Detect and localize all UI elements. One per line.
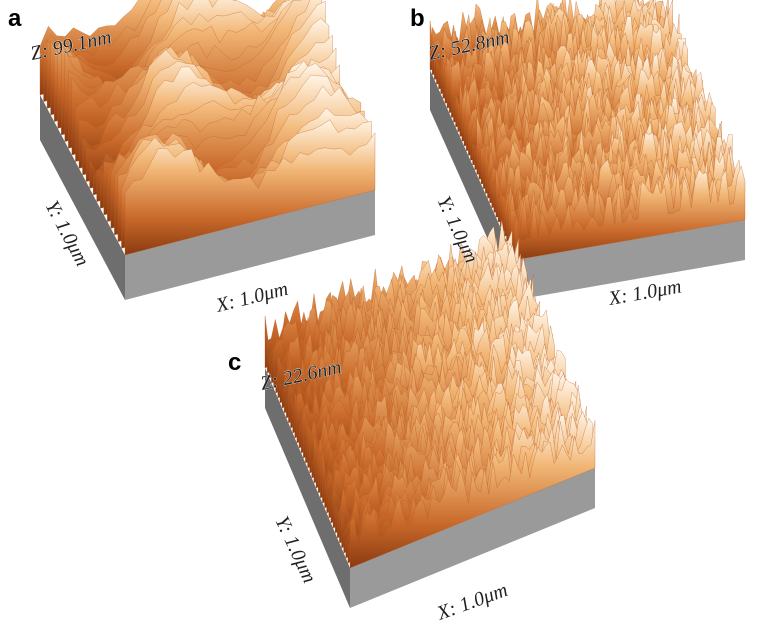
panel-label: b	[410, 5, 425, 32]
panel-label: c	[228, 349, 241, 376]
figure: a b c Z: 99.1nm Z: 52.8nm Z: 22.6nm Y: 1…	[0, 0, 761, 627]
x-label: X: 1.0μm	[213, 278, 290, 317]
y-label: Y: 1.0μm	[270, 513, 320, 587]
x-label: X: 1.0μm	[433, 579, 510, 625]
panel-label: a	[8, 5, 22, 32]
